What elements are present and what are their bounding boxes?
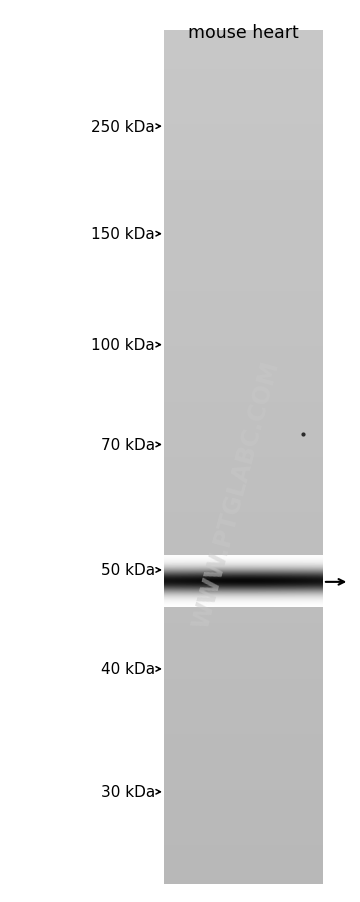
Text: 70 kDa: 70 kDa [101, 437, 155, 453]
Text: 40 kDa: 40 kDa [101, 662, 155, 676]
Text: WWW.PTGLABC.COM: WWW.PTGLABC.COM [189, 357, 283, 630]
Text: 150 kDa: 150 kDa [91, 227, 155, 242]
Text: 100 kDa: 100 kDa [91, 337, 155, 353]
Text: mouse heart: mouse heart [188, 24, 298, 42]
Text: 30 kDa: 30 kDa [100, 785, 155, 799]
Text: 50 kDa: 50 kDa [101, 563, 155, 578]
Text: 250 kDa: 250 kDa [91, 120, 155, 134]
